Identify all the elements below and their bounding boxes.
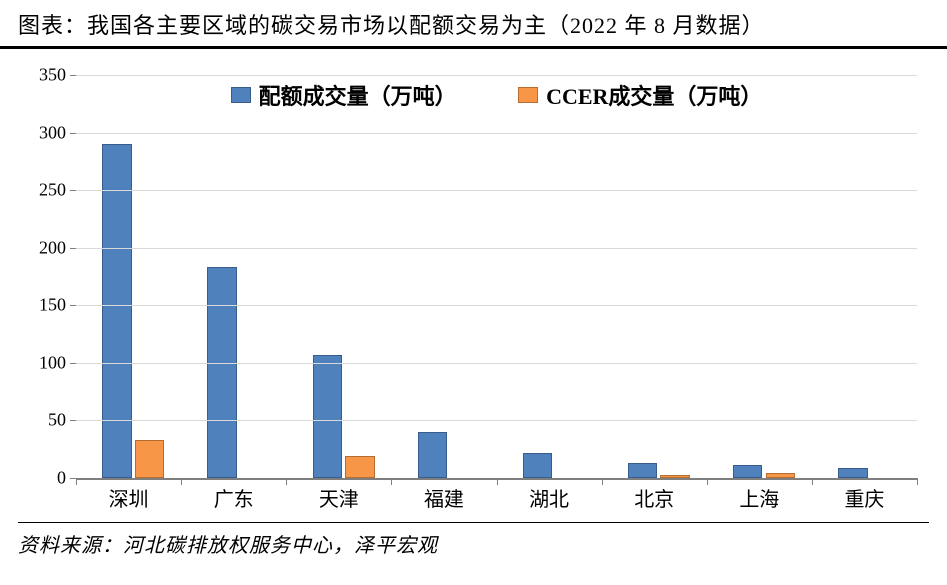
bar-ccer bbox=[660, 475, 689, 478]
bar-ccer bbox=[766, 473, 795, 478]
x-tick-mark bbox=[602, 478, 603, 485]
y-tick-label: 200 bbox=[39, 237, 66, 258]
bars-layer: 深圳广东天津福建湖北北京上海重庆 bbox=[76, 75, 917, 478]
bar-quota bbox=[102, 144, 131, 478]
x-tick-mark bbox=[181, 478, 182, 485]
x-tick-mark bbox=[707, 478, 708, 485]
y-tick-label: 0 bbox=[57, 468, 66, 489]
y-tick-label: 350 bbox=[39, 65, 66, 86]
chart-area: 配额成交量（万吨） CCER成交量（万吨） 深圳广东天津福建湖北北京上海重庆 0… bbox=[18, 67, 929, 522]
bar-quota bbox=[838, 468, 867, 478]
x-tick-label: 湖北 bbox=[529, 483, 569, 512]
bar-group: 深圳 bbox=[76, 75, 181, 478]
bar-group: 重庆 bbox=[812, 75, 917, 478]
bar-ccer bbox=[345, 456, 374, 478]
y-tick-mark bbox=[70, 305, 76, 306]
y-tick-label: 150 bbox=[39, 295, 66, 316]
bar-group: 天津 bbox=[286, 75, 391, 478]
gridline bbox=[76, 363, 917, 364]
x-tick-label: 上海 bbox=[739, 483, 779, 512]
y-tick-label: 300 bbox=[39, 122, 66, 143]
chart-title-wrap: 图表：我国各主要区域的碳交易市场以配额交易为主（2022 年 8 月数据） bbox=[0, 0, 947, 49]
gridline bbox=[76, 190, 917, 191]
y-tick-label: 50 bbox=[48, 410, 66, 431]
bar-group: 上海 bbox=[707, 75, 812, 478]
y-tick-mark bbox=[70, 190, 76, 191]
x-tick-label: 天津 bbox=[319, 483, 359, 512]
x-tick-mark bbox=[917, 478, 918, 485]
footer-wrap: 资料来源：河北碳排放权服务中心，泽平宏观 bbox=[18, 522, 929, 558]
x-tick-label: 福建 bbox=[424, 483, 464, 512]
y-tick-mark bbox=[70, 420, 76, 421]
gridline bbox=[76, 305, 917, 306]
bar-group: 湖北 bbox=[497, 75, 602, 478]
x-tick-mark bbox=[391, 478, 392, 485]
y-tick-mark bbox=[70, 478, 76, 479]
x-tick-mark bbox=[497, 478, 498, 485]
x-tick-mark bbox=[286, 478, 287, 485]
y-tick-mark bbox=[70, 248, 76, 249]
bar-quota bbox=[523, 453, 552, 478]
x-tick-label: 重庆 bbox=[844, 483, 884, 512]
gridline bbox=[76, 133, 917, 134]
y-tick-mark bbox=[70, 363, 76, 364]
source-text: 资料来源：河北碳排放权服务中心，泽平宏观 bbox=[18, 535, 438, 557]
y-tick-label: 250 bbox=[39, 180, 66, 201]
chart-title: 图表：我国各主要区域的碳交易市场以配额交易为主（2022 年 8 月数据） bbox=[18, 13, 765, 38]
x-tick-label: 北京 bbox=[634, 483, 674, 512]
bar-ccer bbox=[135, 440, 164, 478]
x-tick-mark bbox=[812, 478, 813, 485]
y-tick-label: 100 bbox=[39, 352, 66, 373]
bar-quota bbox=[207, 267, 236, 478]
x-tick-label: 广东 bbox=[214, 483, 254, 512]
y-tick-mark bbox=[70, 133, 76, 134]
bar-group: 广东 bbox=[181, 75, 286, 478]
bar-quota bbox=[313, 355, 342, 478]
x-tick-mark bbox=[76, 478, 77, 485]
x-tick-label: 深圳 bbox=[109, 483, 149, 512]
gridline bbox=[76, 75, 917, 76]
bar-group: 北京 bbox=[602, 75, 707, 478]
plot-region: 配额成交量（万吨） CCER成交量（万吨） 深圳广东天津福建湖北北京上海重庆 0… bbox=[76, 75, 917, 480]
bar-quota bbox=[628, 463, 657, 478]
gridline bbox=[76, 248, 917, 249]
bar-quota bbox=[733, 465, 762, 478]
bar-quota bbox=[418, 432, 447, 478]
y-tick-mark bbox=[70, 75, 76, 76]
gridline bbox=[76, 420, 917, 421]
bar-group: 福建 bbox=[391, 75, 496, 478]
